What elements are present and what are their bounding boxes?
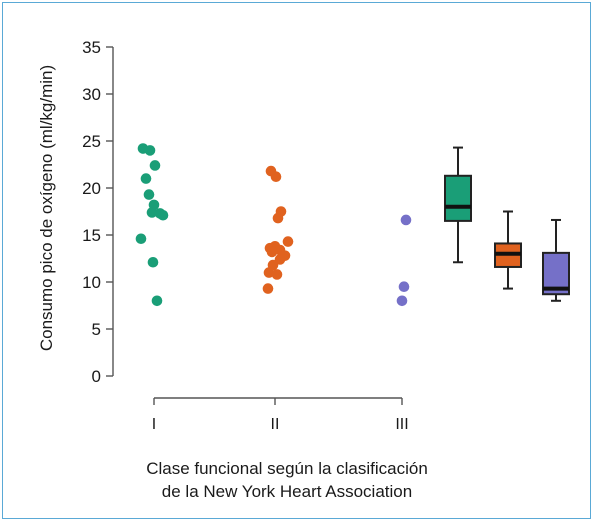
y-tick-label: 5 (92, 320, 101, 339)
y-tick-label: 20 (82, 179, 101, 198)
y-tick-label: 0 (92, 367, 101, 386)
data-point-II (272, 212, 284, 224)
data-point-II (262, 283, 274, 294)
x-tick-label: II (271, 416, 280, 433)
y-tick-label: 25 (82, 132, 101, 151)
x-tick-label: III (395, 416, 408, 433)
y-tick-label: 30 (82, 85, 101, 104)
data-point-I (157, 209, 169, 221)
data-point-III (396, 295, 408, 307)
data-point-I (143, 189, 155, 200)
x-tick-label: I (152, 416, 156, 433)
data-point-I (140, 173, 152, 184)
data-point-II (282, 236, 294, 247)
data-point-III (398, 281, 410, 293)
y-tick-label: 35 (82, 38, 101, 57)
data-point-I (135, 233, 147, 245)
y-tick-label: 10 (82, 273, 101, 292)
data-point-I (147, 256, 159, 268)
data-point-I (146, 207, 158, 218)
data-point-II (266, 246, 278, 258)
box-I (444, 174, 472, 222)
x-axis-title-line-2: de la New York Heart Association (162, 482, 412, 501)
y-tick-label: 15 (82, 226, 101, 245)
x-axis-title-line-1: Clase funcional según la clasificación (146, 459, 428, 478)
y-axis-title: Consumo pico de oxígeno (ml/kg/min) (37, 65, 56, 351)
data-point-I (151, 295, 163, 307)
data-point-II (271, 269, 283, 280)
data-point-I (149, 160, 161, 171)
data-point-II (263, 267, 275, 278)
data-point-II (270, 171, 282, 183)
data-point-III (400, 214, 412, 226)
figure-frame (2, 2, 591, 519)
data-point-I (144, 145, 156, 156)
